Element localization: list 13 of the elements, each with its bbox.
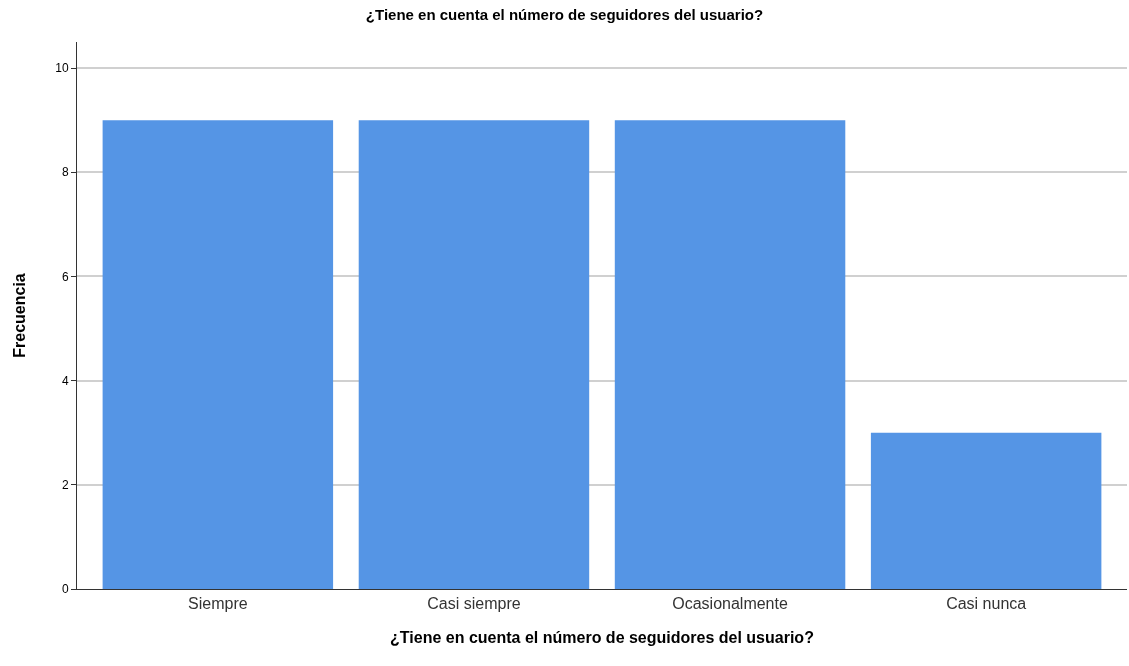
y-tick-label: 4 [61, 373, 69, 388]
y-tick-label: 8 [61, 165, 69, 180]
chart-title: ¿Tiene en cuenta el número de seguidores del usuario? [365, 6, 764, 24]
x-axis-title: ¿Tiene en cuenta el número de seguidores del usuario? [390, 628, 814, 646]
y-tick-label: 2 [61, 478, 69, 493]
y-axis-title: Frecuencia [11, 273, 29, 358]
x-tick-label: Casi nunca [946, 595, 1027, 613]
x-tick-label: Ocasionalmente [672, 595, 788, 613]
y-tick-label: 10 [55, 61, 69, 76]
y-tick-label: 0 [61, 582, 69, 597]
x-tick-label: Casi siempre [427, 595, 521, 613]
y-tick-label: 6 [61, 269, 69, 284]
x-tick-label: Siempre [188, 595, 248, 613]
